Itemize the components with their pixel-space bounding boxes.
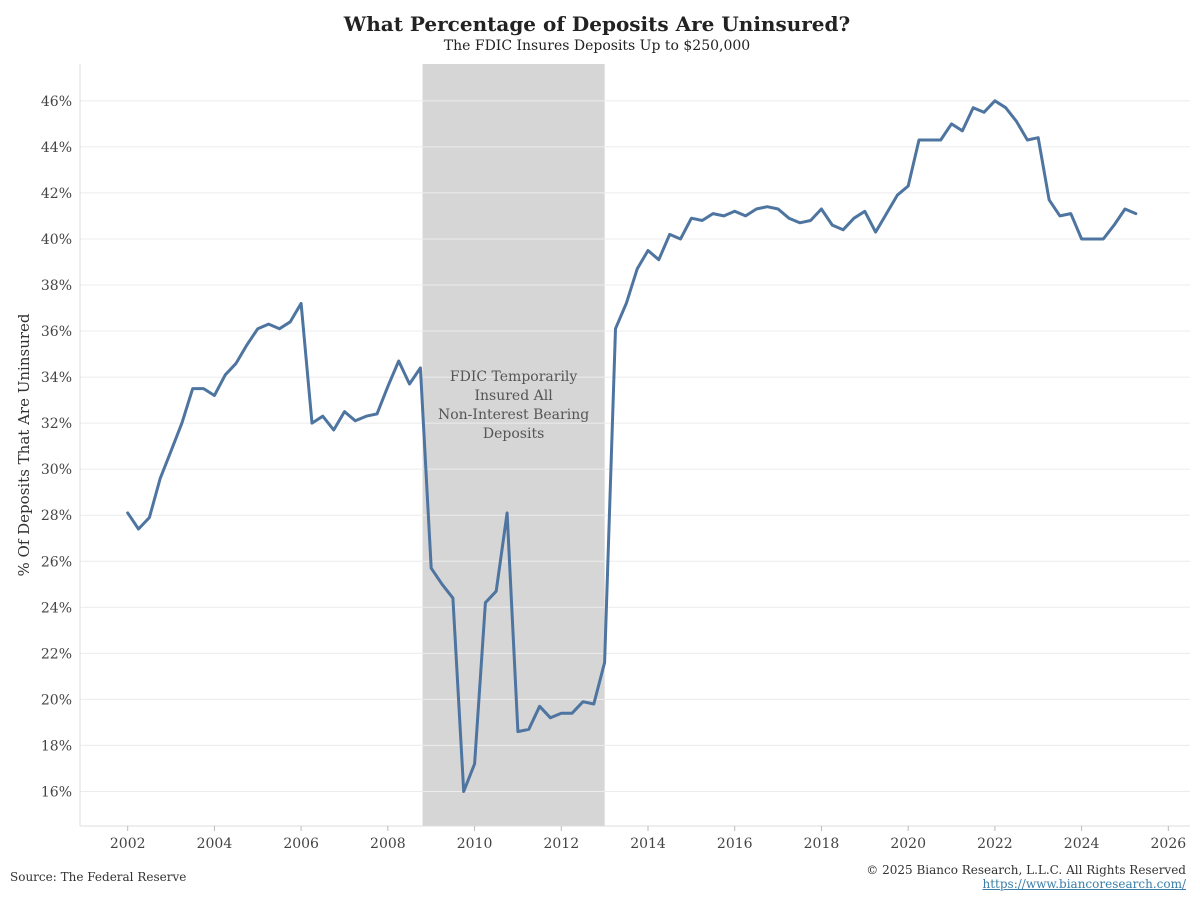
shaded-region-label: Insured All (474, 388, 553, 404)
x-tick-label: 2022 (977, 836, 1013, 852)
copyright-note: © 2025 Bianco Research, L.L.C. All Right… (866, 863, 1186, 877)
series-line (126, 99, 1138, 793)
x-tick-label: 2008 (370, 836, 406, 852)
y-tick-label: 26% (41, 554, 72, 570)
x-tick-label: 2010 (457, 836, 493, 852)
x-tick-label: 2006 (283, 836, 319, 852)
x-tick-label: 2014 (630, 836, 666, 852)
shaded-region-label: Non-Interest Bearing (438, 407, 589, 423)
y-tick-label: 36% (41, 324, 72, 340)
x-tick-label: 2020 (890, 836, 926, 852)
x-tick-label: 2002 (110, 836, 146, 852)
y-tick-label: 16% (41, 784, 72, 800)
y-tick-label: 42% (41, 186, 72, 202)
shaded-region (422, 64, 605, 826)
y-tick-label: 46% (41, 94, 72, 110)
y-axis-label: % Of Deposits That Are Uninsured (15, 313, 33, 576)
y-tick-label: 28% (41, 508, 72, 524)
website-link[interactable]: https://www.biancoresearch.com/ (982, 877, 1186, 891)
shaded-region-label: Deposits (483, 426, 544, 442)
y-tick-label: 20% (41, 692, 72, 708)
y-tick-label: 30% (41, 462, 72, 478)
y-tick-label: 38% (41, 278, 72, 294)
y-tick-label: 32% (41, 416, 72, 432)
y-tick-label: 22% (41, 646, 72, 662)
chart-subtitle: The FDIC Insures Deposits Up to $250,000 (443, 38, 751, 54)
y-tick-label: 44% (41, 140, 72, 156)
chart-title: What Percentage of Deposits Are Uninsure… (343, 12, 851, 36)
x-tick-label: 2016 (717, 836, 753, 852)
y-tick-label: 24% (41, 600, 72, 616)
y-tick-label: 18% (41, 738, 72, 754)
shaded-region-label: FDIC Temporarily (450, 369, 578, 385)
x-tick-label: 2004 (197, 836, 233, 852)
x-tick-label: 2018 (804, 836, 840, 852)
y-tick-label: 40% (41, 232, 72, 248)
x-tick-label: 2024 (1064, 836, 1100, 852)
x-tick-label: 2026 (1151, 836, 1187, 852)
source-note: Source: The Federal Reserve (10, 870, 187, 884)
y-tick-label: 34% (41, 370, 72, 386)
x-tick-label: 2012 (543, 836, 579, 852)
